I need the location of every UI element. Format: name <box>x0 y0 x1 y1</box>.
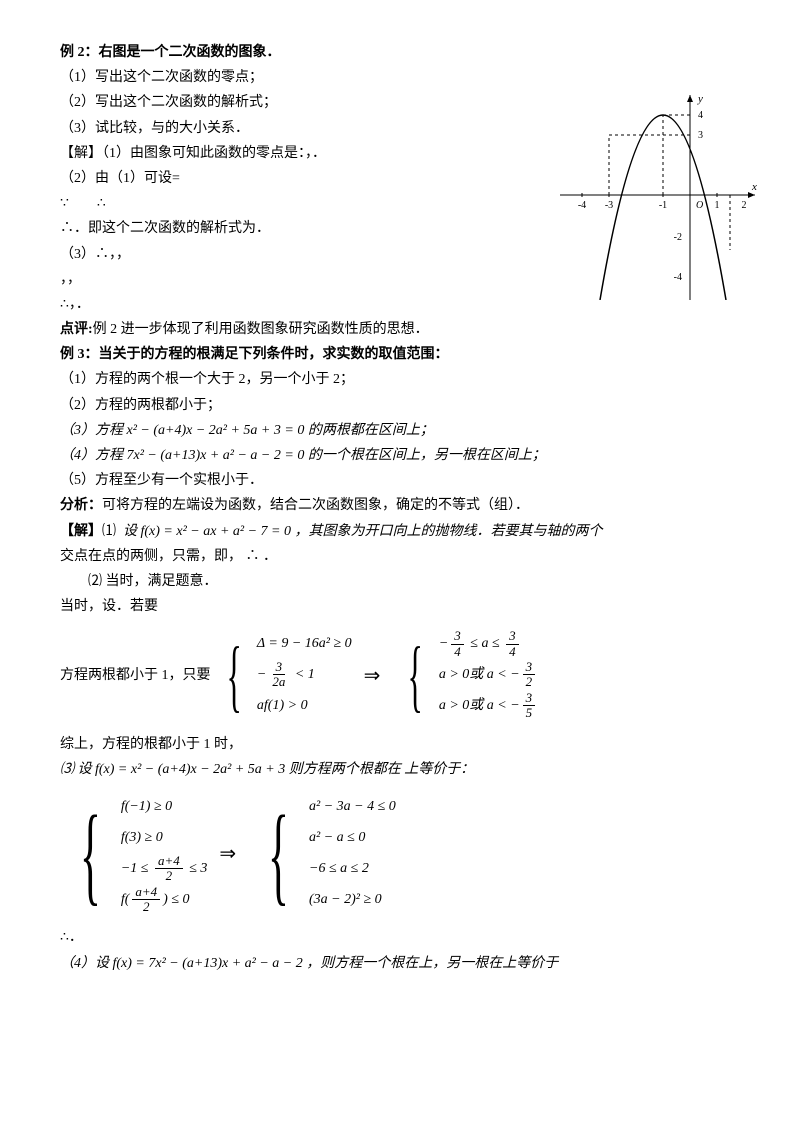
left-brace-icon: { <box>226 656 241 696</box>
eq2-l1: f(−1) ≥ 0 <box>121 792 208 823</box>
eq1-l2: −32a < 1 <box>257 660 352 691</box>
ex3-sol2b: 当时，设．若要 <box>60 594 740 619</box>
svg-text:-4: -4 <box>674 272 682 283</box>
eq2-r4: (3a − 2)² ≥ 0 <box>309 885 396 916</box>
eq1-r2: a > 0或 a < −32 <box>439 660 538 691</box>
ex3-sol3: ⑶ 设 f(x) = x² − (a+4)x − 2a² + 5a + 3 则方… <box>60 757 740 782</box>
svg-text:-1: -1 <box>659 200 667 211</box>
ex3-sol1: 【解】⑴ 设 f(x) = x² − ax + a² − 7 = 0 ，其图象为… <box>60 519 740 544</box>
ex3-analysis: 分析：可将方程的左端设为函数，结合二次函数图象，确定的不等式（组）． <box>60 493 740 518</box>
eq1-right-col: −34 ≤ a ≤ 34 a > 0或 a < −32 a > 0或 a < −… <box>439 629 538 721</box>
ex3-q4: （4）方程 7x² − (a+13)x + a² − a − 2 = 0 的一个… <box>60 443 740 468</box>
eq2-l2: f(3) ≥ 0 <box>121 823 208 854</box>
svg-text:-4: -4 <box>578 200 586 211</box>
implies-icon: ⇒ <box>219 836 236 872</box>
svg-text:-3: -3 <box>605 200 613 211</box>
ex3-q5: （5）方程至少有一个实根小于． <box>60 468 740 493</box>
svg-text:3: 3 <box>698 130 703 141</box>
eq2-left-col: f(−1) ≥ 0 f(3) ≥ 0 −1 ≤ a+42 ≤ 3 f(a+42)… <box>121 792 208 915</box>
parabola-graph: -4 -3 -1 1 2 O 4 3 -2 -4 y x <box>560 90 760 300</box>
eq1-l3: af(1) > 0 <box>257 691 352 722</box>
ex3-dots: ∴． <box>60 925 740 950</box>
document-body: -4 -3 -1 1 2 O 4 3 -2 -4 y x 例 2 <box>60 40 740 976</box>
svg-text:1: 1 <box>715 200 720 211</box>
eq2-r2: a² − a ≤ 0 <box>309 823 396 854</box>
eq1-l1: Δ = 9 − 16a² ≥ 0 <box>257 629 352 660</box>
example-3-title: 例 3：当关于的方程的根满足下列条件时，求实数的取值范围： <box>60 342 740 367</box>
ex3-sol2: ⑵ 当时，满足题意． <box>60 569 740 594</box>
eq2-r3: −6 ≤ a ≤ 2 <box>309 854 396 885</box>
eq1-r3: a > 0或 a < −35 <box>439 691 538 722</box>
eq2-l4: f(a+42) ≤ 0 <box>121 885 208 916</box>
eq1-r1: −34 ≤ a ≤ 34 <box>439 629 538 660</box>
eq1-left-col: Δ = 9 − 16a² ≥ 0 −32a < 1 af(1) > 0 <box>257 629 352 721</box>
svg-text:x: x <box>751 181 757 193</box>
equation-block-1: 方程两根都小于 1，只要 { Δ = 9 − 16a² ≥ 0 −32a < 1… <box>60 629 740 721</box>
eq2-l3: −1 ≤ a+42 ≤ 3 <box>121 854 208 885</box>
ex3-sum: 综上，方程的根都小于 1 时， <box>60 732 740 757</box>
left-brace-icon: { <box>80 821 101 887</box>
svg-text:2: 2 <box>742 200 747 211</box>
svg-text:-2: -2 <box>674 232 682 243</box>
svg-text:y: y <box>697 93 703 105</box>
left-brace-icon: { <box>268 821 289 887</box>
eq2-right-col: a² − 3a − 4 ≤ 0 a² − a ≤ 0 −6 ≤ a ≤ 2 (3… <box>309 792 396 915</box>
left-brace-icon: { <box>408 656 423 696</box>
ex3-q2: （2）方程的两根都小于； <box>60 393 740 418</box>
ex2-q1: （1）写出这个二次函数的零点； <box>60 65 740 90</box>
ex2-comment: 点评:例 2 进一步体现了利用函数图象研究函数性质的思想． <box>60 317 740 342</box>
ex3-sol4: （4）设 f(x) = 7x² − (a+13)x + a² − a − 2 ，… <box>60 951 740 976</box>
implies-icon: ⇒ <box>364 658 381 694</box>
example-2-title: 例 2：右图是一个二次函数的图象． <box>60 40 740 65</box>
equation-block-2: { f(−1) ≥ 0 f(3) ≥ 0 −1 ≤ a+42 ≤ 3 f(a+4… <box>60 792 740 915</box>
svg-text:O: O <box>696 200 703 211</box>
eq1-prefix: 方程两根都小于 1，只要 <box>60 663 211 688</box>
ex3-q3: （3）方程 x² − (a+4)x − 2a² + 5a + 3 = 0 的两根… <box>60 418 740 443</box>
eq2-r1: a² − 3a − 4 ≤ 0 <box>309 792 396 823</box>
ex3-q1: （1）方程的两个根一个大于 2，另一个小于 2； <box>60 367 740 392</box>
svg-text:4: 4 <box>698 110 703 121</box>
ex3-sol1b: 交点在点的两侧，只需，即， ∴ ． <box>60 544 740 569</box>
